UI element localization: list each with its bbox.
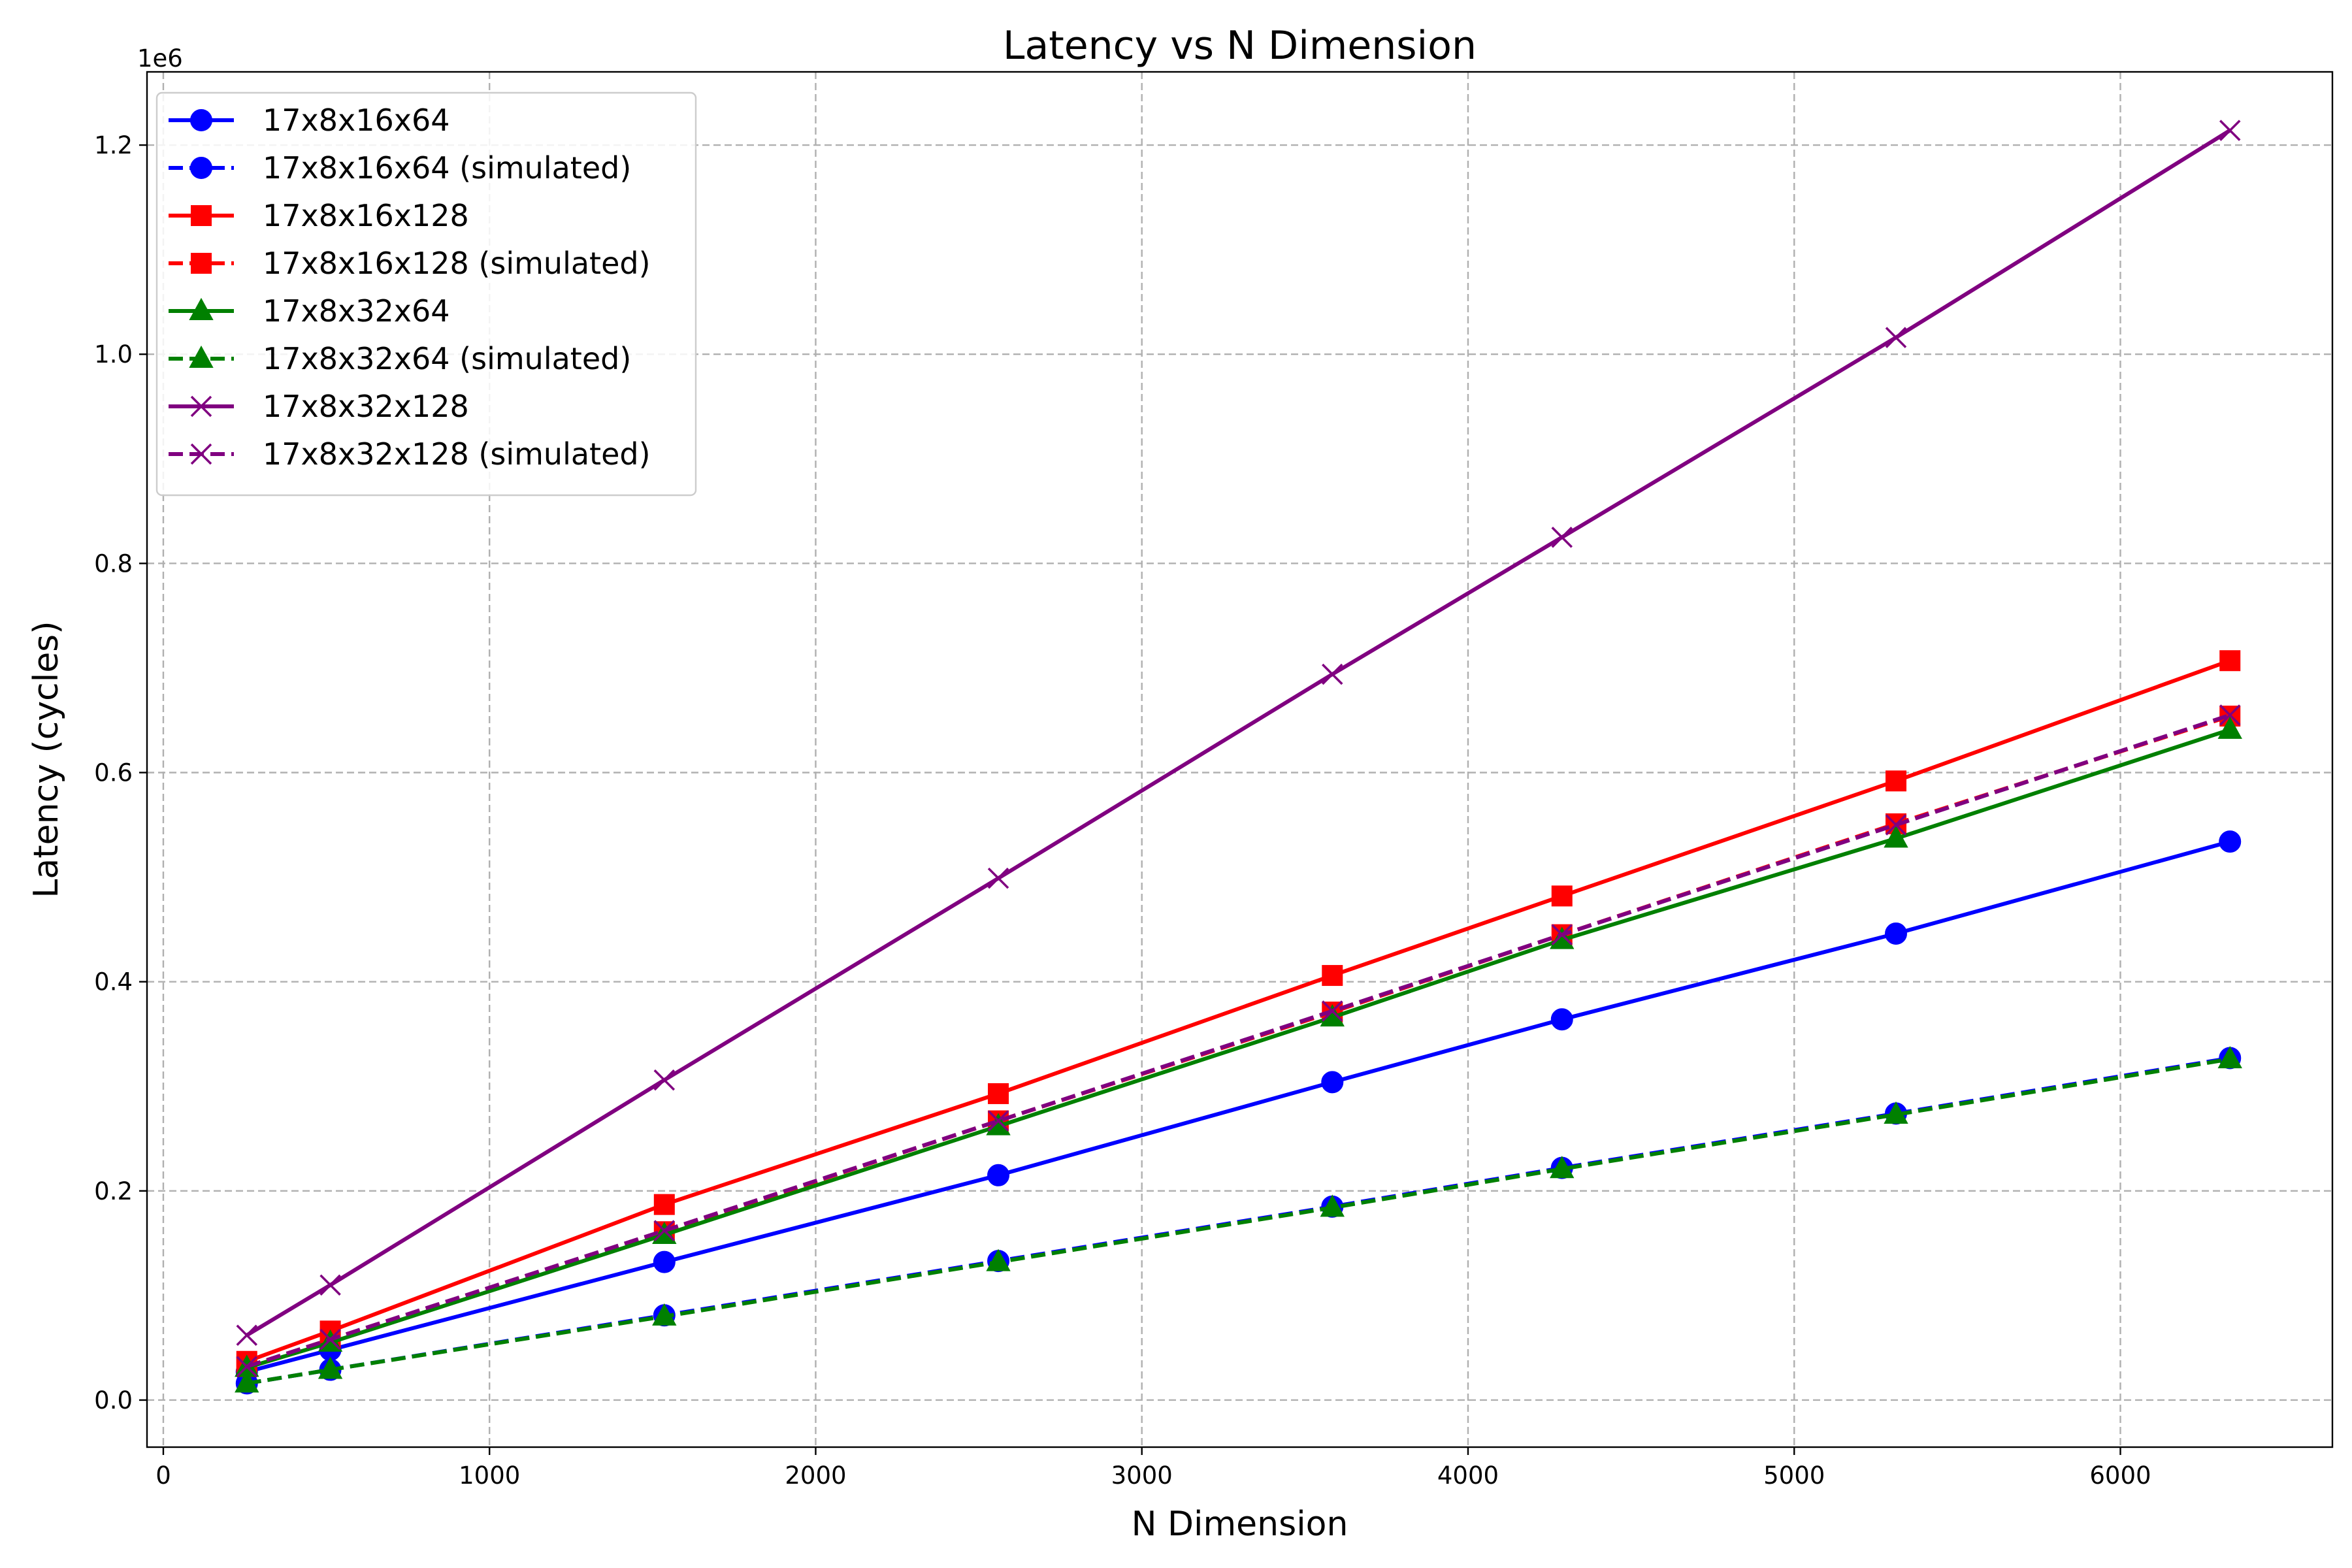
x-axis-label: N Dimension (1132, 1505, 1348, 1544)
y-tick-label: 0.0 (94, 1386, 133, 1414)
data-point (987, 867, 1009, 889)
legend-item: 17x8x16x64 (169, 103, 450, 138)
legend-label: 17x8x16x64 (simulated) (263, 150, 631, 186)
legend-marker (190, 109, 212, 131)
legend-item: 17x8x32x128 (simulated) (169, 436, 651, 472)
data-point (1320, 1194, 1345, 1217)
series-2 (236, 650, 2241, 1372)
data-point (987, 1164, 1010, 1186)
series-line (246, 840, 2230, 1374)
data-point (1551, 924, 1573, 945)
legend-item: 17x8x32x128 (169, 389, 469, 424)
data-point (987, 1110, 1009, 1132)
y-tick-label: 0.6 (94, 759, 133, 787)
data-point (988, 1083, 1009, 1104)
chart-title: Latency vs N Dimension (1003, 23, 1477, 69)
x-tick-label: 3000 (1111, 1462, 1173, 1490)
legend-item: 17x8x16x64 (simulated) (169, 150, 631, 186)
legend-item: 17x8x16x128 (169, 198, 469, 233)
y-tick-label: 0.4 (94, 968, 133, 996)
data-point (653, 1220, 676, 1241)
data-point (2219, 120, 2241, 141)
data-point (2217, 716, 2242, 739)
legend-marker (190, 395, 212, 417)
x-tick-label: 1000 (459, 1462, 520, 1490)
legend-label: 17x8x32x64 (263, 293, 450, 329)
data-point (1885, 770, 1906, 792)
series-line (246, 713, 2231, 1369)
data-point (236, 1356, 258, 1377)
series-line (246, 659, 2231, 1364)
data-point (235, 1370, 259, 1393)
legend-marker (189, 345, 214, 368)
series-layer (235, 120, 2242, 1395)
legend-marker (190, 443, 212, 465)
legend-label: 17x8x16x128 (263, 198, 469, 233)
legend-item: 17x8x16x128 (simulated) (169, 246, 651, 281)
legend-box (155, 91, 697, 497)
y-tick-label: 1.0 (94, 340, 133, 368)
data-point (2219, 830, 2242, 853)
data-point (1550, 926, 1575, 949)
x-tick-label: 5000 (1763, 1462, 1825, 1490)
x-tick-label: 2000 (785, 1462, 846, 1490)
series-line (246, 728, 2231, 1370)
series-line (246, 129, 2231, 1337)
y-scale-label: 1e6 (137, 44, 183, 73)
data-point (319, 1274, 341, 1296)
data-point (1321, 1071, 1344, 1094)
data-point (1884, 1101, 1908, 1124)
x-tick-label: 0 (155, 1462, 171, 1490)
data-point (2219, 704, 2241, 726)
data-point (1322, 663, 1343, 685)
data-point (2219, 650, 2241, 672)
data-point (986, 1249, 1011, 1271)
data-point (1551, 527, 1573, 548)
legend: 17x8x16x64 17x8x16x64 (simulated) 17x8x16x… (155, 91, 697, 497)
data-point (653, 1250, 676, 1273)
y-tick-label: 0.2 (94, 1177, 133, 1205)
data-point (1322, 1000, 1343, 1022)
data-point (1550, 1008, 1573, 1031)
data-point (1551, 885, 1573, 907)
data-point (1550, 1156, 1575, 1179)
grid-layer (147, 72, 2332, 1447)
data-point (653, 1194, 675, 1215)
data-point (1885, 814, 1907, 836)
legend-item: 17x8x32x64 (simulated) (169, 341, 631, 376)
series-7 (236, 704, 2241, 1377)
legend-label: 17x8x32x64 (simulated) (263, 341, 631, 376)
y-axis-label: Latency (cycles) (27, 621, 66, 898)
y-tick-label: 1.2 (94, 131, 133, 159)
y-tick-label: 0.8 (94, 549, 133, 578)
legend-label: 17x8x16x64 (263, 103, 450, 138)
data-point (1884, 825, 1908, 848)
legend-label: 17x8x32x128 (263, 389, 469, 424)
data-point (1885, 327, 1907, 348)
data-point (319, 1328, 341, 1350)
data-point (1322, 965, 1343, 987)
data-point (1884, 923, 1907, 945)
plot-frame (146, 71, 2334, 1448)
x-tick-label: 6000 (2089, 1462, 2151, 1490)
legend-item: 17x8x32x64 (169, 293, 450, 329)
series-6 (236, 120, 2241, 1346)
legend-marker (190, 157, 212, 179)
legend-marker (191, 205, 212, 226)
legend-label: 17x8x16x128 (simulated) (263, 246, 651, 281)
legend-marker (191, 253, 212, 274)
data-point (652, 1221, 677, 1245)
series-5 (235, 1046, 2242, 1393)
legend-label: 17x8x32x128 (simulated) (263, 436, 651, 472)
data-point (653, 1069, 676, 1091)
data-point (318, 1356, 343, 1379)
x-tick-label: 4000 (1437, 1462, 1499, 1490)
data-point (2217, 1046, 2242, 1069)
data-point (652, 1303, 677, 1326)
tick-layer: 0 1000 2000 3000 4000 5000 6000 0.0 0.2 0.4 0.6 0.8… (94, 131, 2151, 1490)
legend-marker (189, 297, 214, 320)
series-line (246, 1057, 2230, 1386)
data-point (236, 1324, 258, 1346)
